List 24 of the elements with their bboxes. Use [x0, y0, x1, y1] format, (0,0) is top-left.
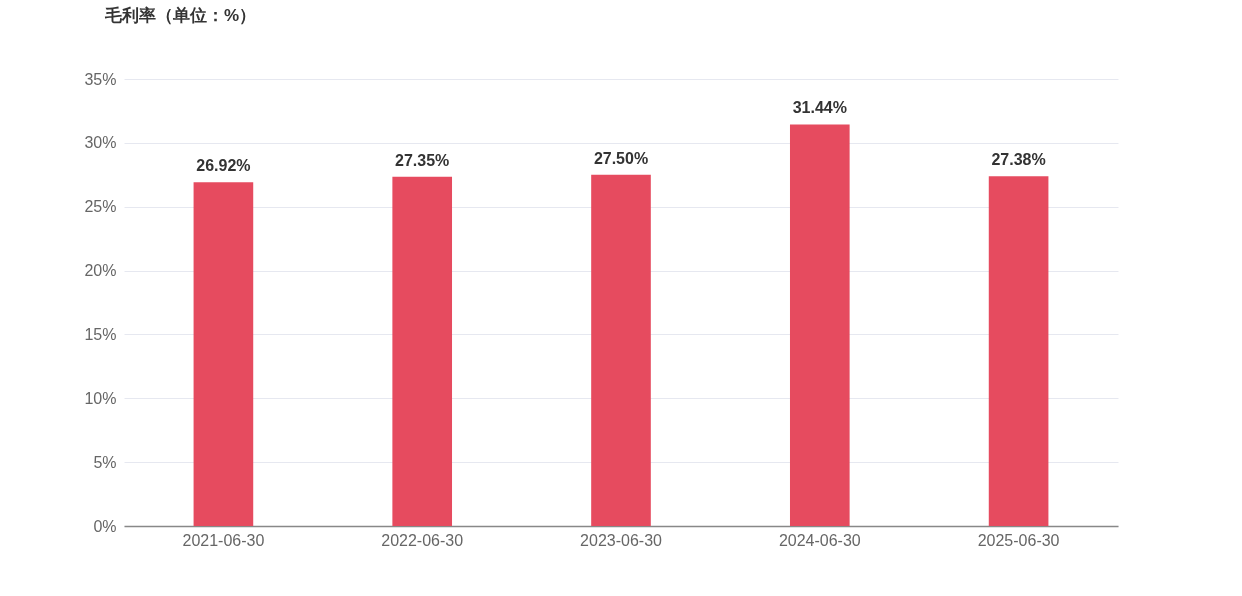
y-tick-label: 35% — [84, 70, 117, 88]
data-label: 27.35% — [395, 151, 450, 169]
y-tick-label: 10% — [84, 389, 117, 407]
x-tick-label: 2023-06-30 — [580, 531, 663, 549]
y-tick-label: 30% — [84, 134, 117, 152]
y-tick-label: 20% — [84, 262, 117, 280]
data-label: 26.92% — [196, 157, 251, 175]
data-label: 27.50% — [593, 149, 649, 167]
bar — [591, 174, 651, 526]
y-tick-label: 15% — [84, 325, 117, 343]
chart-title: 毛利率（单位：%） — [104, 6, 257, 25]
x-tick-label: 2025-06-30 — [977, 531, 1060, 549]
bar — [193, 182, 254, 526]
y-tick-label: 5% — [93, 453, 117, 471]
x-tick-label: 2022-06-30 — [381, 531, 464, 549]
x-tick-label: 2024-06-30 — [778, 531, 861, 549]
data-label: 31.44% — [792, 99, 847, 117]
x-tick-label: 2021-06-30 — [182, 531, 265, 549]
bar — [988, 176, 1049, 526]
y-tick-label: 25% — [84, 198, 117, 216]
bar — [789, 124, 850, 526]
bar — [392, 176, 453, 526]
y-tick-label: 0% — [93, 517, 117, 535]
data-label: 27.38% — [991, 151, 1046, 169]
